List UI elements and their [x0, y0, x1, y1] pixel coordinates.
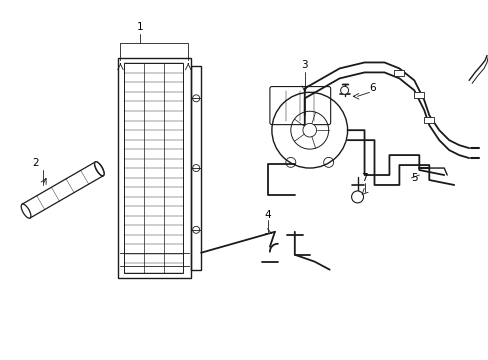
Text: 6: 6: [369, 84, 375, 93]
Polygon shape: [424, 117, 433, 123]
Circle shape: [351, 191, 363, 203]
Ellipse shape: [94, 162, 104, 176]
Circle shape: [340, 86, 348, 94]
Ellipse shape: [95, 162, 104, 176]
Circle shape: [302, 123, 316, 137]
Polygon shape: [394, 71, 404, 76]
FancyBboxPatch shape: [269, 86, 330, 125]
Ellipse shape: [21, 204, 31, 218]
Text: 7: 7: [361, 173, 367, 183]
Text: 3: 3: [301, 60, 307, 71]
Text: 5: 5: [410, 173, 417, 183]
Text: 1: 1: [137, 22, 143, 32]
Polygon shape: [413, 92, 424, 98]
Text: 4: 4: [264, 210, 271, 220]
Text: 2: 2: [32, 158, 39, 168]
